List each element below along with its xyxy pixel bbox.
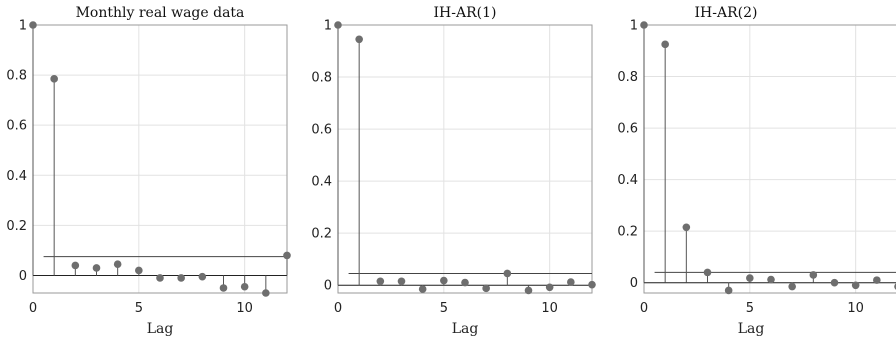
x-tick-label: 5 bbox=[746, 301, 754, 316]
marker-lag-2 bbox=[71, 261, 80, 270]
y-tick-label: 0.8 bbox=[311, 71, 332, 86]
marker-lag-7 bbox=[788, 282, 796, 291]
axes-frame bbox=[643, 24, 896, 294]
marker-lag-6 bbox=[461, 278, 469, 287]
x-tick-label: 5 bbox=[440, 301, 448, 316]
marker-lag-0 bbox=[640, 21, 648, 29]
x-tick-label: 10 bbox=[847, 301, 864, 316]
marker-lag-9 bbox=[830, 278, 839, 287]
marker-lag-2 bbox=[376, 277, 385, 286]
marker-lag-7 bbox=[482, 284, 490, 293]
marker-lag-0 bbox=[29, 21, 37, 29]
y-tick-label: 0.2 bbox=[6, 219, 27, 234]
x-tick-label: 0 bbox=[29, 301, 37, 316]
y-tick-label: 0 bbox=[19, 269, 27, 284]
y-tick-label: 0 bbox=[630, 276, 638, 291]
marker-lag-6 bbox=[156, 274, 164, 282]
marker-lag-5 bbox=[746, 274, 754, 282]
marker-lag-1 bbox=[50, 75, 58, 83]
marker-lag-8 bbox=[809, 271, 818, 279]
y-tick-label: 0.8 bbox=[617, 70, 638, 85]
marker-lag-12 bbox=[588, 280, 596, 289]
x-tick-label: 0 bbox=[334, 301, 342, 316]
marker-lag-2 bbox=[682, 223, 691, 232]
marker-lag-9 bbox=[524, 286, 533, 295]
marker-lag-8 bbox=[503, 269, 512, 278]
x-tick-label: 10 bbox=[236, 301, 253, 316]
marker-lag-10 bbox=[240, 282, 249, 291]
y-tick-label: 0.2 bbox=[311, 227, 332, 242]
marker-lag-1 bbox=[355, 35, 363, 44]
marker-lag-4 bbox=[724, 286, 733, 295]
y-tick-label: 0.6 bbox=[311, 123, 332, 138]
marker-lag-3 bbox=[397, 277, 406, 286]
marker-lag-11 bbox=[873, 276, 881, 284]
y-tick-label: 1 bbox=[324, 19, 332, 34]
marker-lag-8 bbox=[198, 272, 207, 281]
marker-lag-1 bbox=[661, 40, 669, 49]
x-axis-label: Lag bbox=[147, 321, 174, 337]
marker-lag-3 bbox=[92, 264, 101, 272]
y-tick-label: 0.6 bbox=[617, 122, 638, 137]
x-tick-label: 5 bbox=[135, 301, 143, 316]
marker-lag-5 bbox=[440, 276, 448, 285]
y-tick-label: 0 bbox=[324, 279, 332, 294]
y-tick-label: 0.2 bbox=[617, 225, 638, 240]
marker-lag-9 bbox=[219, 284, 228, 292]
marker-lag-4 bbox=[418, 285, 427, 293]
axes-frame bbox=[32, 24, 288, 294]
y-tick-label: 0.4 bbox=[311, 175, 332, 190]
y-tick-label: 0.4 bbox=[6, 169, 27, 184]
marker-lag-0 bbox=[334, 21, 342, 29]
y-tick-label: 1 bbox=[19, 19, 27, 34]
chart-title: Monthly real wage data bbox=[76, 5, 245, 21]
marker-lag-10 bbox=[545, 283, 554, 292]
marker-lag-5 bbox=[135, 266, 143, 275]
x-axis-label: Lag bbox=[738, 321, 765, 337]
y-tick-label: 0.4 bbox=[617, 173, 638, 188]
x-axis-label: Lag bbox=[452, 321, 479, 337]
y-tick-label: 0.8 bbox=[6, 69, 27, 84]
marker-lag-11 bbox=[262, 289, 270, 297]
x-tick-label: 10 bbox=[541, 301, 558, 316]
axes-frame bbox=[337, 24, 593, 294]
marker-lag-10 bbox=[851, 281, 860, 290]
y-tick-label: 1 bbox=[630, 19, 638, 34]
marker-lag-12 bbox=[283, 251, 291, 260]
chart-title: IH-AR(2) bbox=[695, 5, 758, 21]
marker-lag-6 bbox=[767, 275, 775, 284]
chart-title: IH-AR(1) bbox=[434, 5, 497, 21]
x-tick-label: 0 bbox=[640, 301, 648, 316]
y-tick-label: 0.6 bbox=[6, 119, 27, 134]
marker-lag-11 bbox=[567, 278, 575, 286]
marker-lag-3 bbox=[703, 268, 712, 277]
marker-lag-7 bbox=[177, 274, 185, 282]
marker-lag-4 bbox=[113, 260, 122, 268]
